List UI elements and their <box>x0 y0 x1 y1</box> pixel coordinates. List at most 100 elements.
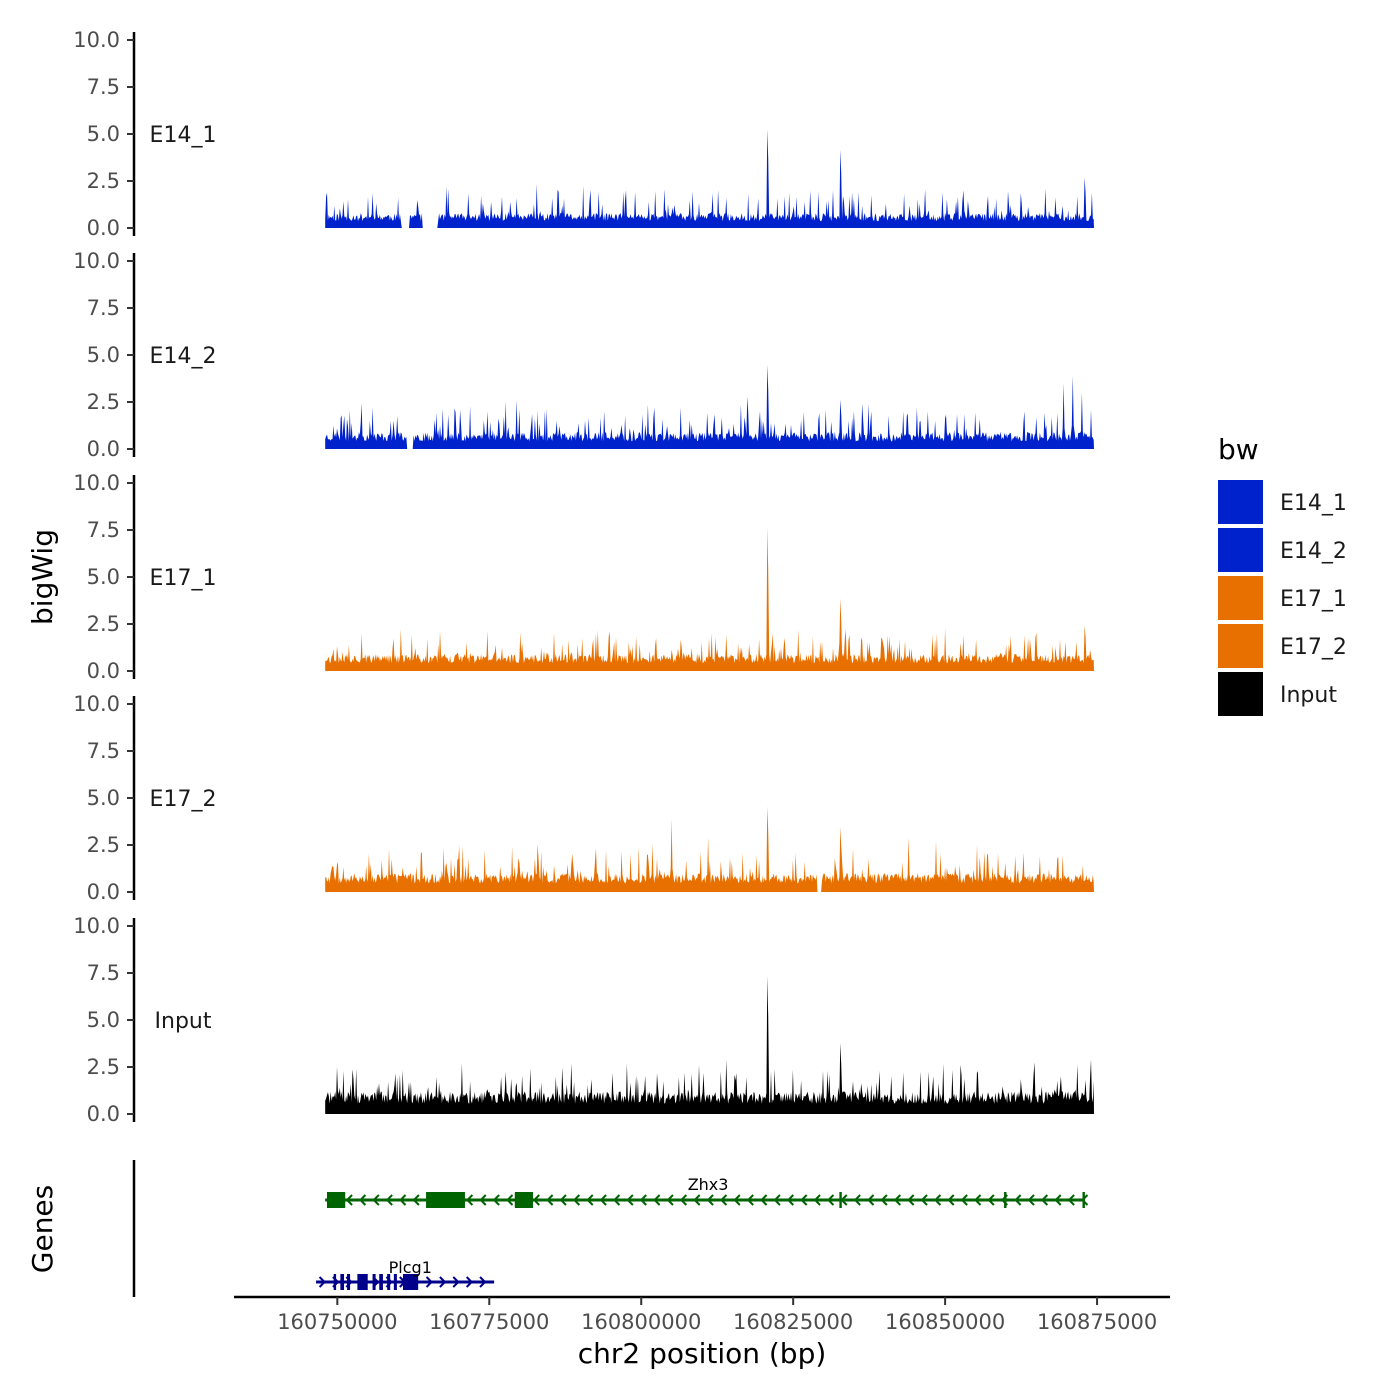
strand-arrow <box>666 1194 674 1206</box>
y-tick-label: 7.5 <box>87 296 120 320</box>
track-e17-2: 0.0 2.5 5.0 7.5 10.0 E17_2 <box>73 692 1094 904</box>
x-tick-label: 160800000 <box>581 1310 701 1334</box>
strand-arrow <box>425 1276 433 1288</box>
y-tick-label: 2.5 <box>87 833 120 857</box>
y-tick-label: 5.0 <box>87 565 120 589</box>
exon-block <box>357 1274 368 1290</box>
genes-axis-title: Genes <box>26 1185 59 1273</box>
exon-block <box>1082 1192 1085 1208</box>
strand-arrow <box>960 1194 968 1206</box>
y-tick-label: 2.5 <box>87 1055 120 1079</box>
strand-arrow <box>345 1194 353 1206</box>
track-label-e17-2: E17_2 <box>150 787 217 812</box>
gene-label-plcg1: Plcg1 <box>389 1258 432 1277</box>
strand-arrow <box>987 1194 995 1206</box>
strand-arrow <box>1040 1194 1049 1206</box>
strand-arrow <box>800 1194 808 1206</box>
x-tick-label: 160750000 <box>277 1310 397 1334</box>
strand-arrow <box>853 1194 861 1206</box>
strand-arrow <box>639 1194 647 1206</box>
signal-area-e14-1 <box>325 129 1094 228</box>
strand-arrow <box>773 1194 781 1206</box>
strand-arrow <box>893 1194 901 1206</box>
exon-block <box>514 1192 534 1208</box>
gene-label-zhx3: Zhx3 <box>688 1175 729 1194</box>
x-tick-label: 160825000 <box>733 1310 853 1334</box>
strand-arrow <box>720 1194 728 1206</box>
strand-arrow <box>880 1194 888 1206</box>
signal-area-e17-1 <box>325 527 1094 671</box>
strand-arrow <box>827 1194 835 1206</box>
legend-key-e17-2 <box>1218 624 1263 668</box>
gene-zhx3 <box>325 1192 1089 1208</box>
strand-arrow <box>532 1194 540 1206</box>
strand-arrow <box>412 1194 420 1206</box>
legend-label-e14-1: E14_1 <box>1280 491 1347 516</box>
legend-items: E14_1 E14_2 E17_1 E17_2 Input <box>1218 480 1347 716</box>
y-tick-label: 10.0 <box>73 692 120 716</box>
strand-arrow <box>760 1194 768 1206</box>
x-tick-label: 160775000 <box>429 1310 549 1334</box>
strand-arrow <box>465 1194 474 1206</box>
strand-arrow <box>385 1194 393 1206</box>
y-tick-label: 5.0 <box>87 1008 120 1032</box>
track-label-e14-1: E14_1 <box>150 123 217 148</box>
signal-area-e17-2 <box>325 806 1094 892</box>
y-axis-e17-1: 0.0 2.5 5.0 7.5 10.0 <box>73 471 136 683</box>
strand-arrow <box>452 1276 460 1288</box>
strand-arrow <box>626 1194 634 1206</box>
strand-arrow <box>1067 1194 1075 1206</box>
legend-title: bw <box>1218 433 1259 466</box>
strand-arrow <box>693 1194 701 1206</box>
strand-arrow <box>1027 1194 1035 1206</box>
strand-arrow <box>1014 1194 1022 1206</box>
strand-arrow <box>479 1276 487 1288</box>
track-e14-1: 0.0 2.5 5.0 7.5 10.0 E14_1 <box>73 28 1094 240</box>
strand-arrow <box>947 1194 955 1206</box>
track-label-input: Input <box>155 1009 212 1034</box>
exon-block <box>347 1274 351 1290</box>
legend-label-e17-2: E17_2 <box>1280 635 1347 660</box>
strand-arrow <box>613 1194 621 1206</box>
y-axis-e14-1: 0.0 2.5 5.0 7.5 10.0 <box>73 28 136 240</box>
track-e17-1: 0.0 2.5 5.0 7.5 10.0 E17_1 <box>73 471 1094 683</box>
exon-block <box>340 1274 345 1290</box>
y-tick-label: 7.5 <box>87 75 120 99</box>
y-tick-label: 0.0 <box>87 1102 120 1126</box>
y-tick-label: 0.0 <box>87 880 120 904</box>
exon-block <box>333 1274 337 1290</box>
y-tick-label: 0.0 <box>87 216 120 240</box>
y-axis-e14-2: 0.0 2.5 5.0 7.5 10.0 <box>73 249 136 461</box>
y-tick-label: 5.0 <box>87 343 120 367</box>
strand-arrow <box>318 1276 326 1288</box>
legend: bw E14_1 E14_2 E17_1 E17_2 Input <box>1218 433 1347 716</box>
exon-block <box>372 1274 376 1290</box>
strand-arrow <box>867 1194 875 1206</box>
legend-label-input: Input <box>1280 683 1337 708</box>
strand-arrow <box>372 1194 380 1206</box>
y-tick-label: 10.0 <box>73 914 120 938</box>
y-tick-label: 0.0 <box>87 437 120 461</box>
y-tick-label: 7.5 <box>87 961 120 985</box>
strand-arrow <box>439 1276 447 1288</box>
strand-arrow <box>813 1194 821 1206</box>
legend-label-e14-2: E14_2 <box>1280 539 1347 564</box>
track-input: 0.0 2.5 5.0 7.5 10.0 Input <box>73 914 1094 1126</box>
x-axis: 160750000 160775000 160800000 160825000 1608… <box>234 1295 1170 1370</box>
exon-block <box>379 1274 383 1290</box>
y-tick-label: 7.5 <box>87 518 120 542</box>
exon-block <box>326 1192 346 1208</box>
strand-arrow <box>586 1194 594 1206</box>
x-axis-ticks: 160750000 160775000 160800000 160825000 1608… <box>277 1297 1157 1334</box>
strand-arrow <box>546 1194 554 1206</box>
legend-key-e17-1 <box>1218 576 1263 620</box>
strand-arrow <box>465 1276 474 1288</box>
y-axis-input: 0.0 2.5 5.0 7.5 10.0 <box>73 914 136 1126</box>
track-e14-2: 0.0 2.5 5.0 7.5 10.0 E14_2 <box>73 249 1094 461</box>
strand-arrow <box>679 1194 688 1206</box>
y-tick-label: 5.0 <box>87 122 120 146</box>
y-tick-label: 2.5 <box>87 390 120 414</box>
exon-block <box>402 1274 419 1290</box>
y-tick-label: 0.0 <box>87 659 120 683</box>
